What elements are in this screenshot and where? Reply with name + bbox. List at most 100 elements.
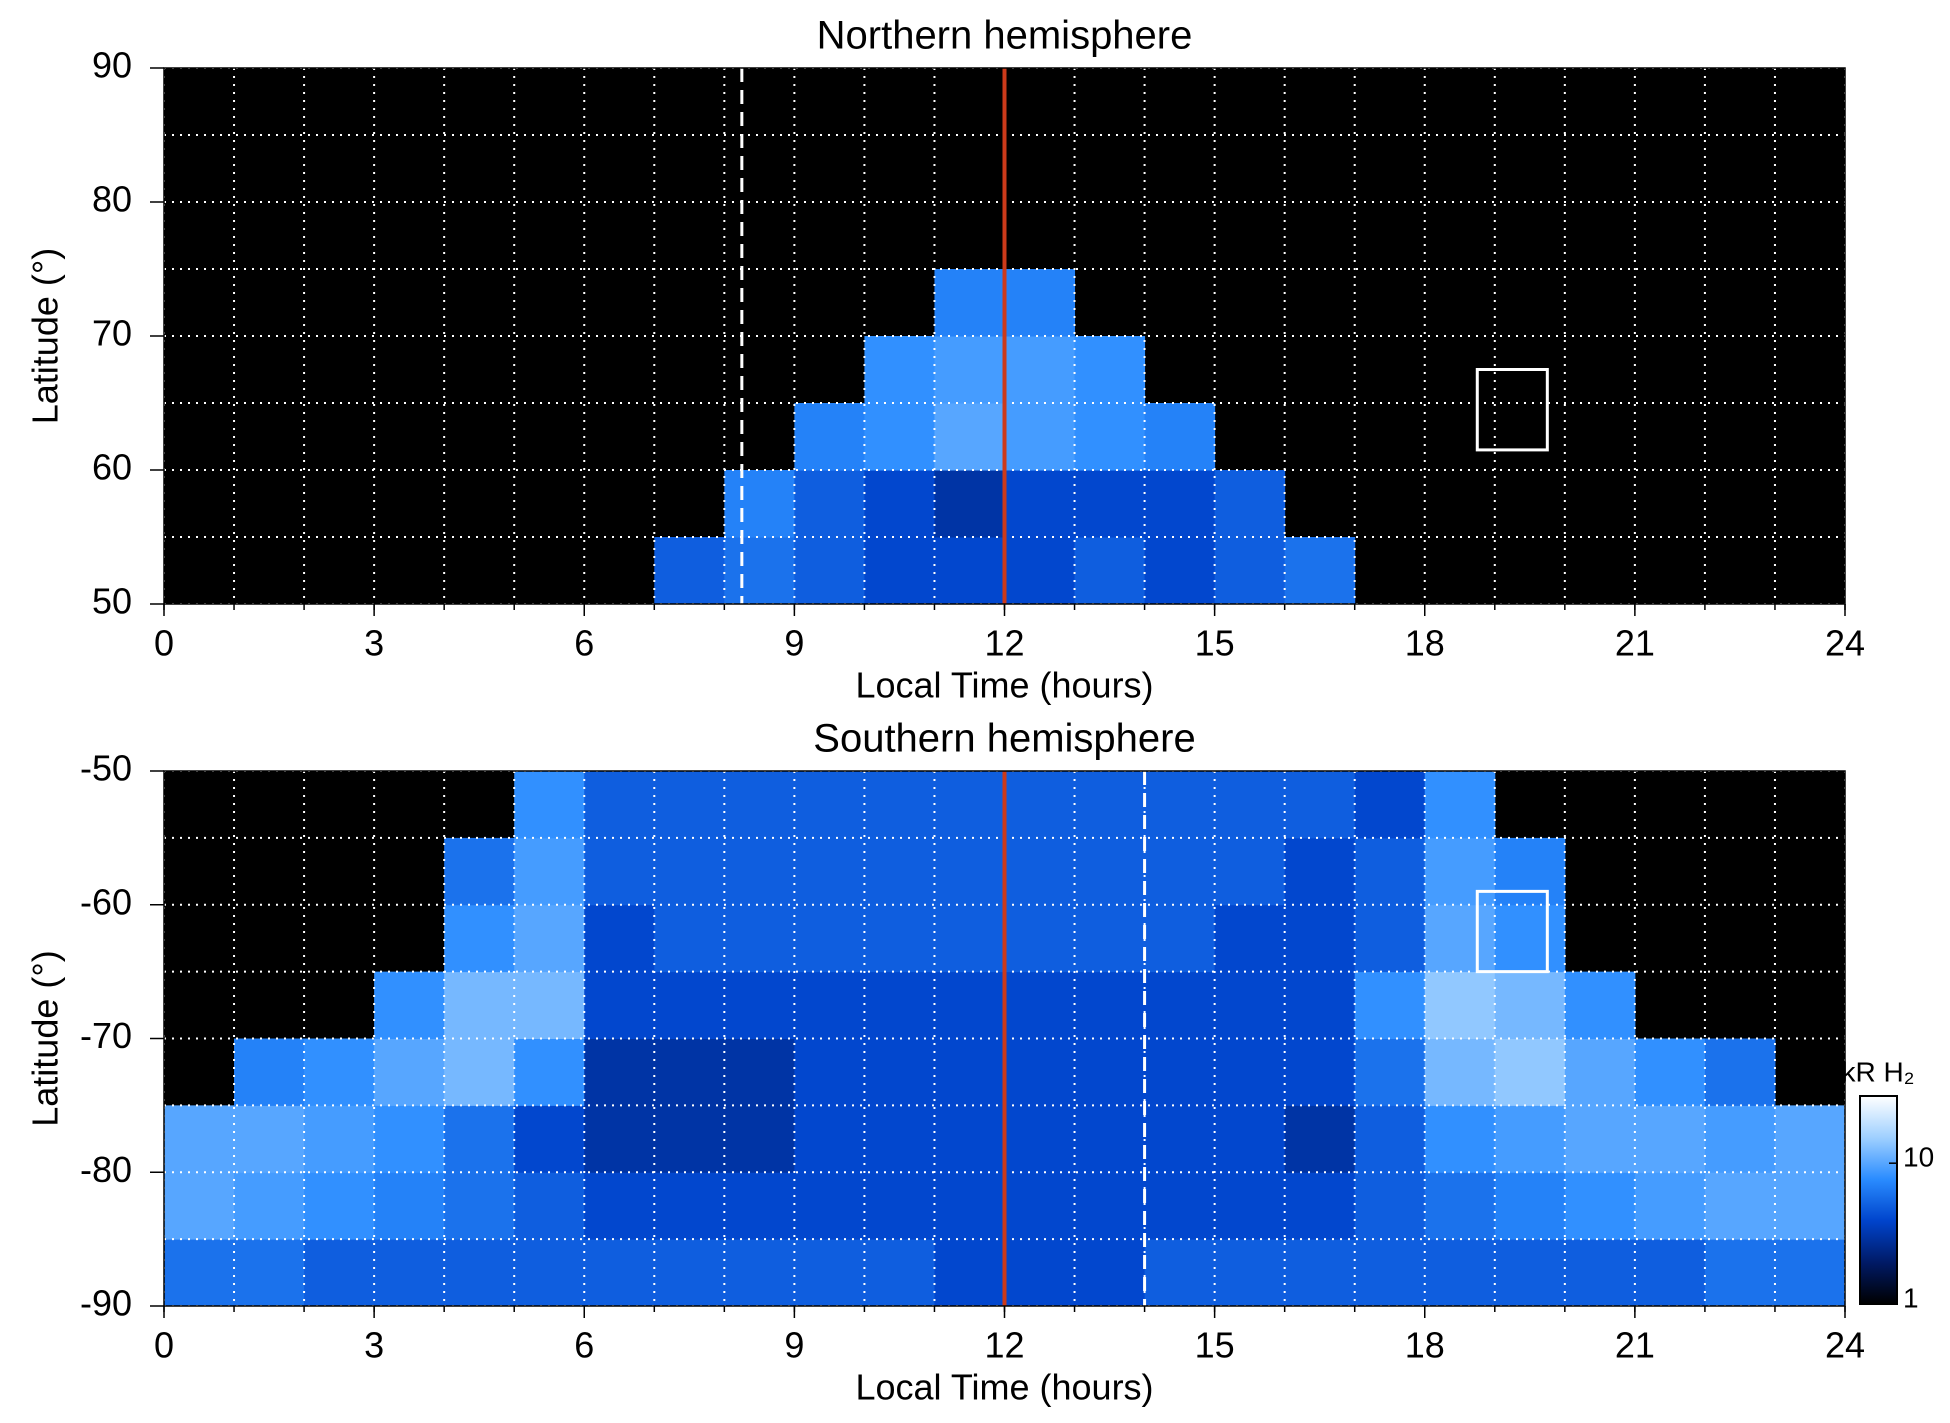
y-tick-label: 90: [92, 45, 132, 86]
heatmap-cell: [724, 1239, 795, 1307]
heatmap-cell: [1074, 470, 1146, 538]
heatmap-cell: [1144, 971, 1216, 1039]
y-tick-label: -70: [80, 1015, 132, 1056]
x-tick-label: 15: [1195, 1325, 1235, 1366]
y-tick-label: -80: [80, 1149, 132, 1190]
heatmap-cell: [724, 1038, 795, 1106]
heatmap-cell: [1214, 904, 1286, 973]
heatmap-cell: [444, 1105, 515, 1173]
x-tick-label: 24: [1825, 1325, 1865, 1366]
heatmap-cell: [1214, 470, 1286, 538]
region-box: [1475, 368, 1549, 452]
x-tick-label: 18: [1405, 1325, 1445, 1366]
heatmap-cell: [1424, 971, 1496, 1039]
heatmap-cell: [1214, 837, 1286, 906]
heatmap-cell: [444, 904, 515, 973]
heatmap-cell: [1564, 971, 1636, 1039]
heatmap-cell: [514, 1172, 585, 1240]
heatmap-cell: [1774, 1172, 1846, 1240]
heatmap-cell: [1284, 771, 1356, 839]
y-tick-label: 80: [92, 179, 132, 220]
heatmap-cell: [1144, 1239, 1216, 1307]
heatmap-cell: [514, 1105, 585, 1173]
heatmap-cell: [794, 1038, 865, 1106]
heatmap-cell: [864, 537, 935, 605]
y-tick-label: -90: [80, 1283, 132, 1324]
heatmap-cell: [1354, 904, 1426, 973]
heatmap-cell: [934, 1172, 1005, 1240]
heatmap-cell: [864, 771, 935, 839]
heatmap-cell: [514, 904, 585, 973]
colorbar: [1859, 1095, 1898, 1305]
heatmap-cell: [1144, 837, 1216, 906]
heatmap-cell: [1354, 771, 1426, 839]
heatmap-cell: [1704, 1038, 1776, 1106]
heatmap-cell: [164, 1105, 235, 1173]
x-tick-label: 6: [574, 1325, 594, 1366]
heatmap-cell: [1074, 1239, 1146, 1307]
heatmap-cell: [1074, 771, 1146, 839]
x-tick-label: 21: [1615, 623, 1655, 664]
heatmap-cell: [1074, 1105, 1146, 1173]
heatmap-cell: [1214, 1172, 1286, 1240]
heatmap-cell: [1354, 971, 1426, 1039]
heatmap-cell: [1004, 470, 1076, 538]
heatmap-cell: [374, 971, 445, 1039]
heatmap-cell: [1424, 1038, 1496, 1106]
heatmap-cell: [1144, 403, 1216, 471]
heatmap-cell: [1284, 1038, 1356, 1106]
heatmap-cell: [1424, 1172, 1496, 1240]
heatmap-cell: [1494, 904, 1566, 973]
heatmap-cell: [934, 837, 1005, 906]
heatmap-cell: [794, 837, 865, 906]
heatmap-cell: [304, 1105, 375, 1173]
heatmap-cell: [934, 403, 1005, 471]
heatmap-cell: [1284, 1105, 1356, 1173]
heatmap-cell: [1214, 537, 1286, 605]
heatmap-cell: [934, 269, 1005, 337]
heatmap-cell: [654, 837, 725, 906]
heatmap-cell: [724, 771, 795, 839]
heatmap-cell: [724, 1105, 795, 1173]
heatmap-cell: [444, 1038, 515, 1106]
heatmap-cell: [584, 904, 655, 973]
heatmap-cell: [1004, 971, 1076, 1039]
heatmap-cell: [234, 1172, 305, 1240]
heatmap-cell: [374, 1172, 445, 1240]
heatmap-cell: [654, 771, 725, 839]
heatmap-cell: [864, 971, 935, 1039]
heatmap-cell: [1144, 771, 1216, 839]
heatmap-cell: [1424, 1239, 1496, 1307]
x-tick-label: 18: [1405, 623, 1445, 664]
x-tick-label: 6: [574, 623, 594, 664]
heatmap-cell: [794, 403, 865, 471]
heatmap-cell: [1354, 1172, 1426, 1240]
heatmap-cell: [1284, 537, 1356, 605]
heatmap-cell: [724, 470, 795, 538]
heatmap-cell: [584, 1172, 655, 1240]
x-tick-label: 12: [984, 623, 1024, 664]
heatmap-cell: [1214, 1105, 1286, 1173]
heatmap-cell: [1144, 1172, 1216, 1240]
x-axis-label: Local Time (hours): [855, 665, 1153, 706]
heatmap-cell: [1004, 904, 1076, 973]
heatmap-cell: [724, 837, 795, 906]
heatmap-cell: [514, 771, 585, 839]
heatmap-cell: [794, 1239, 865, 1307]
heatmap-cell: [584, 1239, 655, 1307]
y-tick-label: 50: [92, 581, 132, 622]
heatmap-cell: [1144, 470, 1216, 538]
x-tick-label: 3: [364, 623, 384, 664]
heatmap-cell: [864, 1239, 935, 1307]
heatmap-cell: [864, 470, 935, 538]
heatmap-cell: [1704, 1105, 1776, 1173]
heatmap-cell: [934, 771, 1005, 839]
heatmap-cell: [1774, 1105, 1846, 1173]
heatmap-cell: [304, 1038, 375, 1106]
heatmap-cell: [1214, 1038, 1286, 1106]
x-tick-label: 3: [364, 1325, 384, 1366]
heatmap-cell: [444, 1172, 515, 1240]
heatmap-cell: [1634, 1172, 1706, 1240]
heatmap-cell: [794, 537, 865, 605]
heatmap-cell: [864, 837, 935, 906]
